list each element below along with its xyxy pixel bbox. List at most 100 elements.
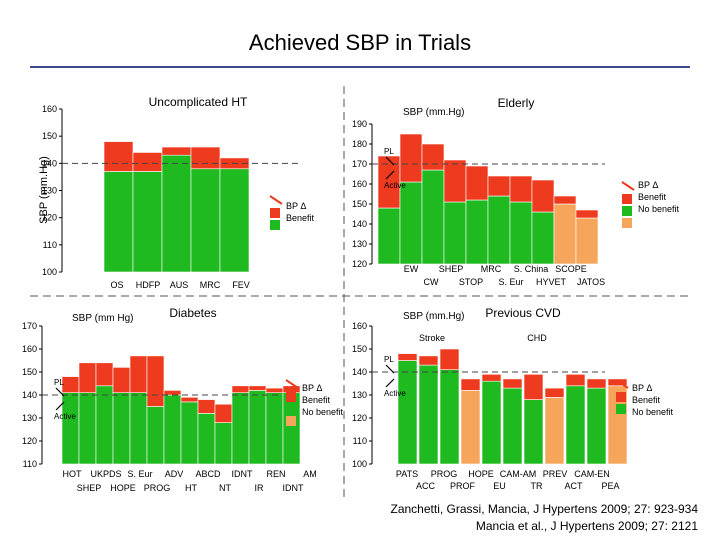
bar-benefit [523, 399, 544, 465]
category-label: STOP [459, 277, 483, 287]
bar-delta [544, 387, 565, 398]
y-tick-label: 150 [42, 131, 57, 141]
citation-line-1: Zanchetti, Grassi, Mancia, J Hypertens 2… [390, 502, 699, 516]
category-label: PREV [543, 469, 568, 479]
bar-delta [575, 209, 599, 219]
legend-delta-arrow-icon [615, 379, 629, 389]
group-label-stroke: Stroke [419, 333, 445, 343]
bar-benefit [112, 392, 131, 465]
bar-delta [180, 396, 199, 403]
active-arrow-icon [385, 378, 395, 388]
category-label: AUS [170, 280, 189, 290]
category-label: ADV [165, 469, 184, 479]
bar-delta [439, 348, 460, 371]
legend-no-benefit-label: No benefit [638, 204, 680, 214]
bar-no_benefit [460, 390, 481, 465]
y-tick-label: 160 [352, 321, 367, 331]
y-tick-label: 140 [352, 219, 367, 229]
bar-benefit [231, 392, 250, 465]
legend-benefit-swatch [622, 206, 632, 216]
category-label: SCOPE [555, 264, 587, 274]
y-tick-label: 190 [352, 119, 367, 129]
bar-benefit [180, 401, 199, 465]
category-label: CAM-EN [574, 469, 610, 479]
bar-delta [418, 355, 439, 366]
bar-no_benefit [575, 217, 599, 265]
y-tick-label: 140 [42, 158, 57, 168]
bar-delta [161, 146, 192, 156]
category-label: PEA [601, 481, 619, 491]
bar-delta [397, 353, 418, 361]
y-tick-label: 100 [42, 267, 57, 277]
bar-benefit [531, 211, 555, 265]
y-tick-label: 130 [22, 413, 37, 423]
bar-benefit [502, 387, 523, 465]
category-label: REN [266, 469, 285, 479]
bar-benefit [265, 392, 284, 465]
category-label: AM [303, 469, 317, 479]
bar-benefit [95, 385, 114, 465]
category-label: S. Eur [127, 469, 152, 479]
bar-benefit [481, 380, 502, 465]
bar-benefit [163, 394, 182, 465]
bar-delta [399, 133, 423, 183]
category-label: CW [424, 277, 439, 287]
pl-label: PL [384, 147, 394, 156]
legend-benefit-label: Benefit [302, 395, 331, 405]
bar-benefit [586, 387, 607, 465]
bar-delta [586, 378, 607, 389]
legend-delta-arrow-icon [285, 379, 299, 389]
y-tick-label: 130 [42, 186, 57, 196]
bar-delta [481, 373, 502, 382]
category-label: PROF [450, 481, 476, 491]
y-tick-label: 120 [352, 259, 367, 269]
category-label: OS [110, 280, 123, 290]
category-label: S. Eur [498, 277, 523, 287]
category-label: PROG [431, 469, 458, 479]
bar-delta [443, 159, 467, 203]
legend-delta-label: BP Δ [632, 383, 652, 393]
bar-delta [265, 387, 284, 394]
legend-delta-label: BP Δ [286, 201, 306, 211]
bar-benefit [219, 168, 250, 273]
legend-delta-arrow-icon [269, 195, 283, 205]
bar-delta [502, 378, 523, 389]
category-label: HOPE [110, 483, 136, 493]
panel-title: Diabetes [169, 306, 216, 320]
category-label: IDNT [283, 483, 304, 493]
group-label-chd: CHD [527, 333, 547, 343]
category-label: PATS [396, 469, 418, 479]
y-tick-label: 120 [42, 213, 57, 223]
bar-delta [523, 373, 544, 400]
y-tick-label: 170 [352, 159, 367, 169]
bar-delta [553, 195, 577, 205]
category-label: ABCD [195, 469, 221, 479]
active-arrow-icon [385, 170, 395, 180]
pl-label: PL [54, 378, 64, 387]
legend-no-benefit-swatch [286, 416, 296, 426]
bar-delta [129, 355, 148, 393]
legend-delta-swatch [616, 392, 626, 402]
bar-delta [146, 355, 165, 407]
y-tick-label: 150 [352, 344, 367, 354]
category-label: MRC [481, 264, 502, 274]
page-title: Achieved SBP in Trials [248, 30, 472, 55]
legend-delta-label: BP Δ [302, 383, 322, 393]
bar-benefit [78, 392, 97, 465]
bar-delta [214, 403, 233, 423]
bar-benefit [248, 390, 267, 465]
legend-benefit-label: Benefit [286, 213, 315, 223]
category-label: UKPDS [90, 469, 121, 479]
bar-delta [460, 378, 481, 391]
y-axis-label: SBP (mm Hg) [72, 313, 134, 324]
y-tick-label: 160 [42, 104, 57, 114]
panel-title: Uncomplicated HT [149, 95, 248, 109]
bar-benefit [465, 199, 489, 265]
y-tick-label: 110 [43, 240, 57, 250]
legend-benefit-swatch [270, 220, 280, 230]
pl-arrow-icon [385, 156, 395, 166]
legend-delta-swatch [286, 392, 296, 402]
legend-no-benefit-swatch [622, 218, 632, 228]
panel-title: Previous CVD [485, 306, 561, 320]
bar-benefit [509, 201, 533, 265]
